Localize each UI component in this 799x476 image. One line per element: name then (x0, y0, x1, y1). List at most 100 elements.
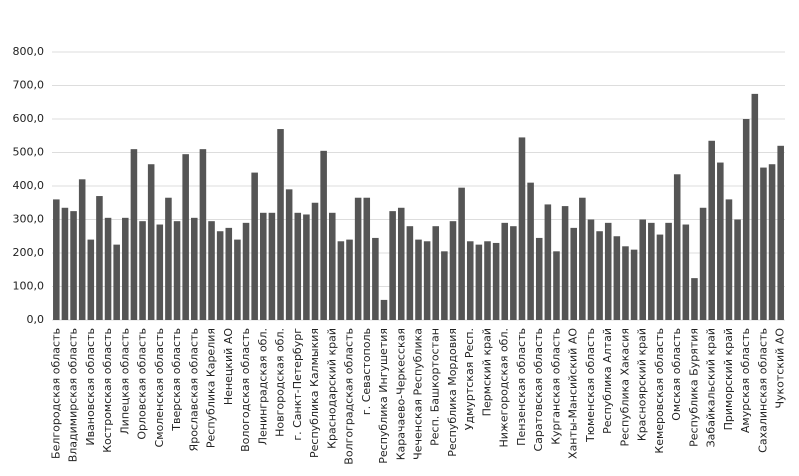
bar (648, 222, 655, 320)
bar (432, 226, 440, 320)
bar (70, 211, 77, 320)
bar (53, 199, 60, 320)
y-tick-label: 700,0 (13, 79, 45, 92)
bar (423, 241, 431, 320)
x-tick-label: Тверская область (170, 328, 183, 432)
bar (717, 162, 724, 320)
bar (501, 222, 509, 320)
bar (449, 221, 457, 320)
y-tick-label: 600,0 (13, 112, 45, 125)
bar (639, 219, 646, 320)
bar (337, 241, 345, 320)
x-tick-label: Орловская область (136, 328, 149, 440)
bar (182, 154, 189, 320)
bar (665, 222, 672, 320)
bar (234, 239, 241, 320)
bar (208, 221, 215, 320)
bar (251, 172, 258, 320)
bar (518, 137, 526, 320)
bar (751, 93, 759, 320)
bar (466, 241, 474, 320)
x-tick-label: Ивановская область (84, 328, 97, 446)
bar (691, 278, 698, 320)
bar (570, 227, 578, 320)
bar (311, 202, 319, 320)
bar (96, 196, 103, 320)
bar (587, 219, 595, 320)
x-tick-label: Ленинградская обл. (256, 328, 269, 445)
bar (87, 239, 95, 320)
bar (415, 239, 422, 320)
x-tick-label: Чеченская Республика (412, 328, 425, 460)
x-tick-label: Республика Карелия (205, 328, 218, 448)
bar (380, 299, 388, 320)
x-tick-label: Курганская область (549, 328, 562, 445)
bar (777, 145, 784, 320)
bar (242, 222, 250, 320)
x-tick-label: Республика Алтай (601, 328, 614, 434)
x-tick-label: г. Санкт-Петербург (291, 328, 304, 441)
x-tick-label: Вологодская область (239, 328, 252, 452)
bar (441, 251, 448, 320)
x-tick-label: Белгородская область (49, 328, 62, 459)
bar (734, 219, 741, 320)
bar (156, 224, 164, 320)
bar (699, 207, 707, 320)
bar (78, 179, 86, 320)
x-tick-label: Ханты-Мансийский АО (567, 328, 580, 459)
x-tick-label: Республика Калмыкия (308, 328, 321, 458)
bar (544, 204, 552, 320)
x-tick-label: Удмуртская Респ. (463, 328, 476, 430)
x-tick-label: Красноярский край (636, 328, 649, 441)
x-tick-label: Волгоградская область (343, 328, 356, 465)
x-tick-label: Приморский край (722, 328, 735, 430)
x-tick-label: Сахалинская область (756, 328, 769, 453)
bar (553, 251, 560, 320)
bar (122, 217, 129, 320)
bar (492, 242, 500, 320)
bar (406, 226, 414, 320)
x-tick-label: Владимирская область (67, 328, 80, 462)
x-tick-label: Забайкальский край (705, 328, 718, 447)
x-tick-label: Тюменская область (584, 328, 597, 443)
y-tick-label: 300,0 (13, 213, 45, 226)
bar (104, 217, 112, 320)
bar (61, 207, 69, 320)
bar (760, 167, 767, 320)
bar (579, 197, 586, 320)
bar (682, 224, 690, 320)
y-tick-label: 500,0 (13, 146, 45, 159)
x-tick-label: Омская область (670, 328, 683, 421)
bar (708, 140, 715, 320)
x-tick-label: Республика Хакасия (618, 328, 631, 446)
bar (527, 182, 534, 320)
y-tick-label: 0,0 (27, 313, 45, 326)
y-tick-label: 200,0 (13, 246, 45, 259)
bar (165, 197, 172, 320)
x-tick-label: Краснодарский край (325, 328, 338, 449)
bar (389, 211, 396, 320)
x-tick-label: Чукотский АО (774, 328, 787, 409)
bar (199, 149, 207, 320)
bar (613, 236, 621, 320)
bar (475, 244, 483, 320)
bar (768, 164, 776, 320)
bar (397, 207, 405, 320)
x-tick-label: Пензенская область (515, 328, 528, 446)
bar (354, 197, 362, 320)
bar (216, 231, 224, 320)
bar (277, 129, 284, 320)
bar (604, 222, 612, 320)
x-tick-label: Амурская область (739, 328, 752, 433)
bar (268, 212, 276, 320)
y-tick-label: 800,0 (13, 45, 45, 58)
bar (328, 212, 336, 320)
x-tick-label: Костромская область (101, 328, 114, 453)
x-tick-label: Смоленская область (153, 328, 166, 447)
bar (510, 226, 517, 320)
bar (139, 221, 146, 320)
bar (561, 206, 569, 320)
x-tick-label: Новгородская обл. (274, 328, 287, 437)
x-tick-label: Ярославская область (187, 328, 200, 451)
